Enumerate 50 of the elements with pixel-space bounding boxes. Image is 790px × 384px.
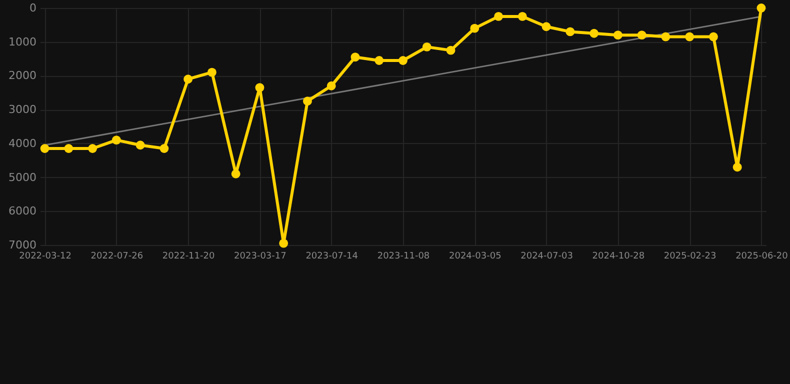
point <box>160 144 169 153</box>
point <box>255 83 264 92</box>
point <box>40 144 50 153</box>
point <box>470 24 480 33</box>
y-tick-label: 2000 <box>8 69 36 82</box>
point <box>326 81 336 90</box>
point <box>613 30 622 40</box>
point <box>518 12 527 21</box>
point <box>136 140 145 150</box>
y-tick-label: 4000 <box>8 136 36 150</box>
point <box>566 27 575 36</box>
y-tick-label: 7000 <box>8 238 36 252</box>
y-tick-label: 3000 <box>8 103 36 116</box>
x-tick-label: 2022-03-12 <box>19 252 72 262</box>
x-tick-label: 2024-10-28 <box>592 252 645 262</box>
point <box>374 56 384 65</box>
point <box>708 32 718 42</box>
point <box>231 169 240 178</box>
point <box>88 144 98 153</box>
point <box>303 96 312 106</box>
point <box>542 22 551 32</box>
point <box>590 28 599 38</box>
y-tick-label: 1000 <box>8 35 36 48</box>
x-tick-label: 2022-11-20 <box>162 252 215 262</box>
x-tick-label: 2025-06-20 <box>736 252 788 262</box>
x-tick-label: 2025-02-23 <box>664 252 716 262</box>
point <box>637 30 646 40</box>
point <box>112 136 121 145</box>
point <box>661 32 670 42</box>
point <box>732 162 742 172</box>
x-tick-label: 2023-07-14 <box>306 252 358 262</box>
point <box>279 238 288 248</box>
y-tick-label: 6000 <box>8 204 36 218</box>
point <box>350 52 360 62</box>
x-tick-label: 2023-03-17 <box>234 252 286 262</box>
x-tick-label: 2024-07-03 <box>520 252 573 262</box>
x-tick-label: 2024-03-05 <box>448 252 502 262</box>
point <box>207 68 216 77</box>
point <box>685 32 694 42</box>
y-tick-label: 0 <box>30 2 36 14</box>
point <box>184 74 193 84</box>
point <box>422 42 432 52</box>
point <box>756 4 766 12</box>
point <box>64 144 74 153</box>
x-tick-label: 2023-11-08 <box>377 252 430 262</box>
x-tick-label: 2022-07-26 <box>90 252 144 262</box>
point <box>494 12 503 21</box>
y-tick-label: 5000 <box>8 170 36 184</box>
point <box>398 56 408 65</box>
point <box>446 46 456 55</box>
